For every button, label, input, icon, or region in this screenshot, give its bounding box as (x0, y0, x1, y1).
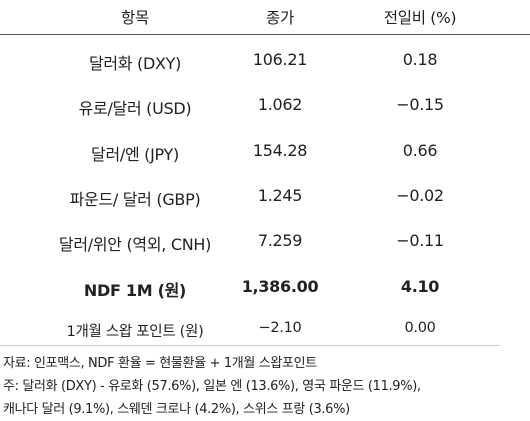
table-row: 파운드/ 달러 (GBP) 1.245 −0.02 (0, 172, 530, 218)
row-change: 0.18 (402, 50, 438, 69)
table-row-highlight: NDF 1M (원) 1,386.00 4.10 (0, 263, 530, 309)
header-item: 항목 (121, 9, 149, 27)
table-row: 1개월 스왑 포인트 (원) −2.10 0.00 (0, 306, 530, 352)
row-close: 106.21 (252, 50, 308, 69)
row-close: 1.245 (257, 186, 303, 205)
row-item: 1개월 스왑 포인트 (원) (66, 324, 204, 340)
row-change: −0.11 (396, 231, 444, 250)
table-header: 항목 종가 전일비 (%) (0, 0, 530, 35)
row-close: 1,386.00 (241, 277, 319, 296)
row-item: NDF 1M (원) (83, 281, 187, 300)
row-item: 파운드/ 달러 (GBP) (69, 190, 201, 209)
row-change: 0.66 (402, 141, 438, 160)
source-note: 자료: 인포맥스, NDF 환율 = 현물환율 + 1개월 스왑포인트 (3, 356, 317, 371)
header-close: 종가 (266, 9, 294, 27)
row-close: 7.259 (257, 231, 303, 250)
table-row: 달러화 (DXY) 106.21 0.18 (0, 36, 530, 82)
row-item: 달러화 (DXY) (88, 54, 182, 73)
row-item: 유로/달러 (USD) (78, 99, 192, 118)
row-close: 1.062 (257, 95, 303, 114)
row-item: 달러/위안 (역외, CNH) (58, 235, 212, 254)
row-change: −0.02 (396, 186, 444, 205)
row-change: 4.10 (400, 277, 440, 296)
row-change: 0.00 (404, 320, 436, 336)
header-change: 전일비 (%) (383, 9, 457, 27)
row-change: −0.15 (396, 95, 444, 114)
table-row: 달러/위안 (역외, CNH) 7.259 −0.11 (0, 217, 530, 263)
table-row: 유로/달러 (USD) 1.062 −0.15 (0, 81, 530, 127)
row-close: −2.10 (258, 320, 302, 336)
table-bottom-rule (0, 345, 500, 346)
footnote-line-2: 캐나다 달러 (9.1%), 스웨덴 크로나 (4.2%), 스위스 프랑 (3… (3, 402, 350, 417)
footnote-line-1: 주: 달러화 (DXY) - 유로화 (57.6%), 일본 엔 (13.6%)… (3, 379, 421, 394)
table-row: 달러/엔 (JPY) 154.28 0.66 (0, 127, 530, 173)
row-close: 154.28 (252, 141, 308, 160)
row-item: 달러/엔 (JPY) (91, 145, 179, 164)
